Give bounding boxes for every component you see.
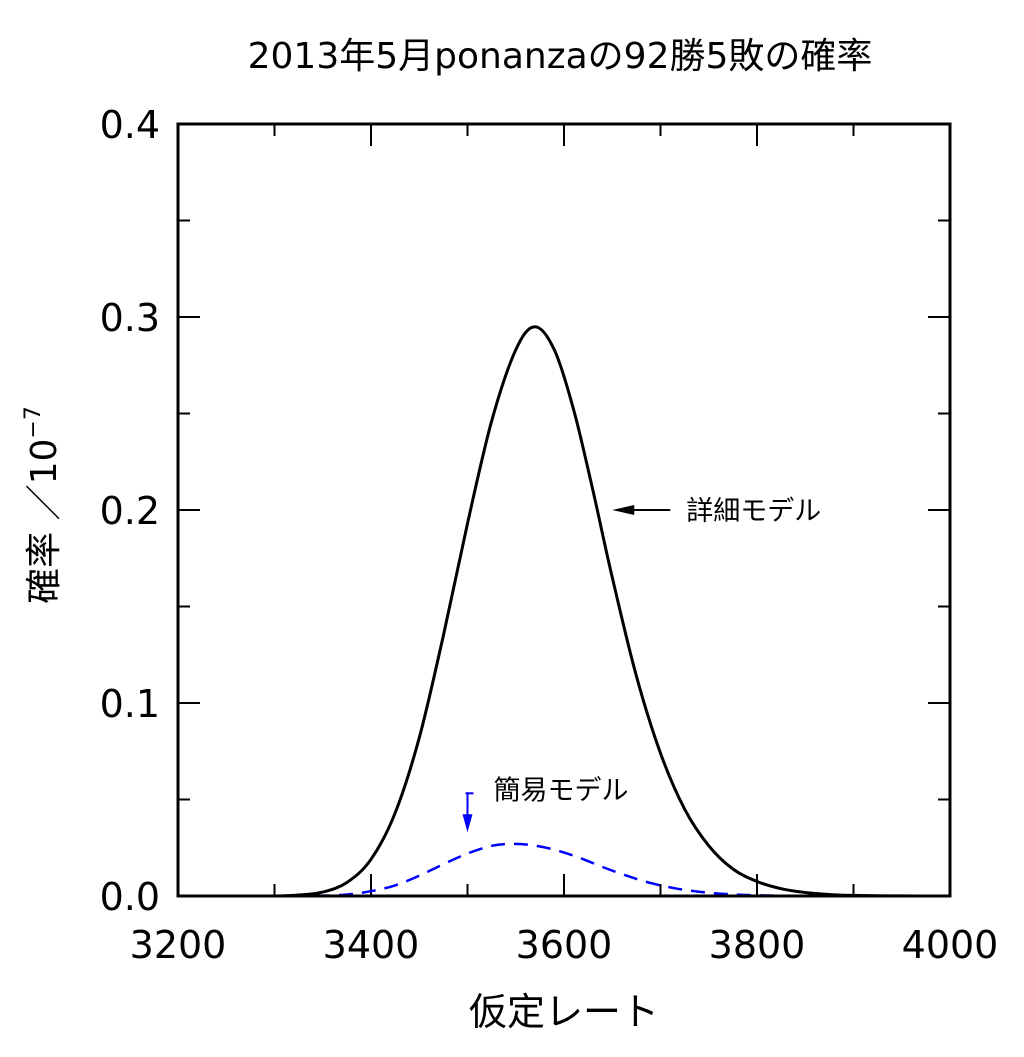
detailed-model-arrow-head [612,505,635,515]
x-tick-label: 3400 [323,923,420,967]
y-tick-label: 0.0 [100,875,160,919]
y-axis-label-main: 確率 ／10 [24,439,65,604]
x-tick-label: 3800 [709,923,806,967]
y-tick-label: 0.3 [100,296,160,340]
series-lines [178,325,951,898]
x-axis-label: 仮定レート [469,990,659,1034]
y-axis-label-exponent: −7 [21,406,46,438]
series-line-detailed-model [178,325,951,898]
y-axis-label: 確率 ／10−7 [21,406,65,604]
simple-model-label: 簡易モデル [494,775,629,806]
x-tick-label: 4000 [902,923,999,967]
detailed-model-label: 詳細モデル [686,496,821,527]
x-tick-label: 3600 [516,923,613,967]
tick-labels: 3200 3400 3600 3800 4000 0.0 0.1 0.2 0.3 0.4 [100,103,999,967]
chart-title: 2013年5月ponanzaの92勝5敗の確率 [248,36,873,77]
simple-model-arrow-head [462,814,473,833]
y-tick-label: 0.2 [100,489,160,533]
y-tick-label: 0.4 [100,103,160,147]
y-tick-label: 0.1 [100,682,160,726]
plot-frame [176,122,952,898]
x-tick-label: 3200 [130,923,227,967]
series-line-simple-model [178,842,950,898]
